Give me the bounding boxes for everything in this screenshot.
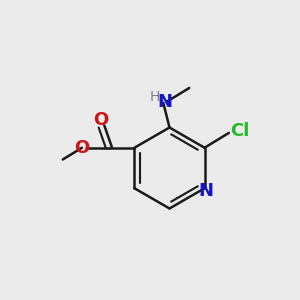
Text: N: N xyxy=(199,182,214,200)
Text: O: O xyxy=(93,111,108,129)
Text: H: H xyxy=(149,90,160,104)
Text: Cl: Cl xyxy=(230,122,250,140)
Text: N: N xyxy=(157,93,172,111)
Text: O: O xyxy=(75,139,90,157)
